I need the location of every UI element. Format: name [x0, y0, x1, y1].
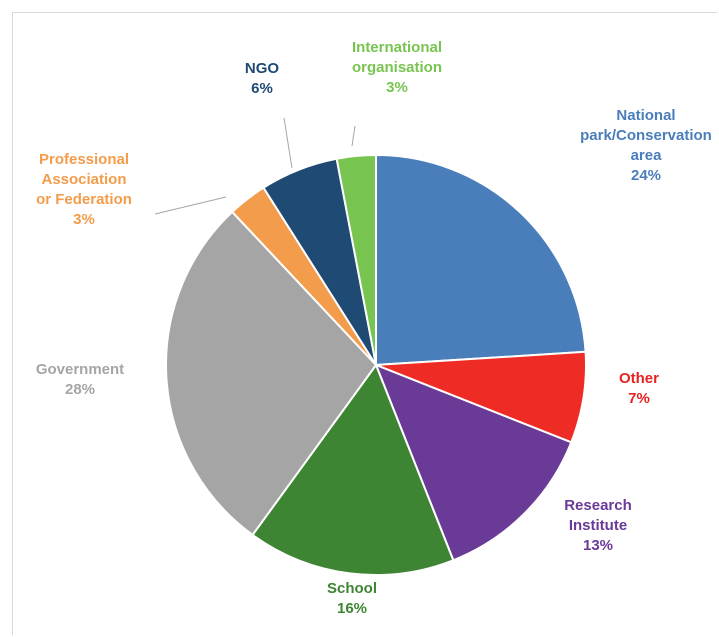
pie-slice-international-organisation — [335, 153, 377, 366]
slice-name-label: Other — [619, 370, 659, 387]
slice-percent-label: 16% — [337, 600, 367, 617]
slice-label: Research Institute 13% — [564, 497, 632, 554]
slice-percent-label: 24% — [631, 167, 661, 184]
pie-slice-school — [251, 362, 455, 576]
slice-name-label: or Federation — [36, 191, 132, 208]
slice-name-label: Government — [36, 361, 124, 378]
leader-lines — [154, 117, 356, 215]
slice-name-label: NGO — [245, 60, 280, 77]
slice-percent-label: 7% — [628, 390, 650, 407]
slice-percent-label: 3% — [386, 79, 408, 96]
slice-name-label: area — [631, 147, 663, 164]
slice-labels: National park/Conservation area 24% Other 7% R… — [36, 39, 712, 617]
slice-label: International organisation 3% — [352, 39, 442, 96]
slice-label: Other 7% — [619, 370, 659, 407]
slice-name-label: park/Conservation — [580, 127, 712, 144]
slice-percent-label: 3% — [73, 211, 95, 228]
slice-percent-label: 13% — [583, 537, 613, 554]
slice-name-label: organisation — [352, 59, 442, 76]
leader-line — [283, 117, 293, 169]
leader-line — [351, 125, 356, 147]
slice-name-label: Association — [41, 171, 126, 188]
slice-name-label: Research — [564, 497, 632, 514]
pie-slice-government — [165, 210, 378, 537]
pie-slices — [165, 153, 587, 576]
slice-label: NGO 6% — [245, 60, 280, 97]
slice-name-label: Institute — [569, 517, 627, 534]
slice-name-label: Professional — [39, 151, 129, 168]
pie-slice-research-institute — [374, 363, 573, 562]
pie-slice-national-park-conservation-area — [375, 153, 587, 367]
leader-line — [154, 196, 227, 215]
slice-label: National park/Conservation area 24% — [580, 107, 712, 184]
slice-name-label: International — [352, 39, 442, 56]
slice-name-label: National — [616, 107, 675, 124]
slice-label: Government 28% — [36, 361, 124, 398]
slice-percent-label: 6% — [251, 80, 273, 97]
slice-percent-label: 28% — [65, 381, 95, 398]
slice-name-label: School — [327, 580, 377, 597]
slice-label: School 16% — [327, 580, 377, 617]
slice-label: Professional Association or Federation 3% — [36, 151, 132, 228]
